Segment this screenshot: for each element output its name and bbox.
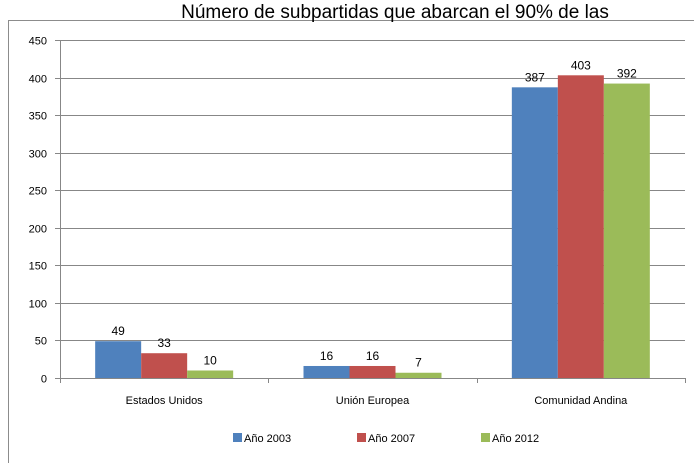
data-label: 16 (366, 349, 380, 363)
legend-label: Año 2003 (244, 433, 291, 445)
y-tick-label: 50 (35, 336, 47, 348)
legend-swatch (233, 433, 242, 442)
y-tick-label: 0 (41, 374, 47, 386)
bar (304, 366, 350, 378)
x-tick-label: Unión Europea (336, 395, 410, 407)
bar (95, 341, 141, 378)
y-tick-label: 200 (29, 224, 47, 236)
x-tick-label: Comunidad Andina (534, 395, 628, 407)
bar (187, 370, 233, 378)
data-label: 33 (157, 336, 171, 350)
bar (558, 75, 604, 378)
legend-label: Año 2007 (368, 433, 415, 445)
legend-label: Año 2012 (492, 433, 539, 445)
x-tick-label: Estados Unidos (126, 395, 204, 407)
legend-swatch (357, 433, 366, 442)
data-label: 392 (617, 67, 637, 81)
bar (396, 373, 442, 378)
data-label: 49 (111, 324, 125, 338)
y-tick-label: 300 (29, 149, 47, 161)
data-label: 10 (203, 353, 217, 367)
y-tick-label: 250 (29, 186, 47, 198)
data-label: 387 (525, 70, 545, 84)
y-tick-label: 350 (29, 111, 47, 123)
bar (512, 87, 558, 378)
bar (604, 84, 650, 378)
y-tick-label: 400 (29, 74, 47, 86)
y-tick-label: 150 (29, 261, 47, 273)
chart-title: Número de subpartidas que abarcan el 90%… (181, 2, 609, 23)
data-label: 7 (415, 356, 422, 370)
bar (350, 366, 396, 378)
data-label: 16 (320, 349, 334, 363)
y-tick-label: 100 (29, 299, 47, 311)
legend-swatch (481, 433, 490, 442)
y-tick-label: 450 (29, 36, 47, 48)
data-label: 403 (571, 58, 591, 72)
bar (141, 353, 187, 378)
